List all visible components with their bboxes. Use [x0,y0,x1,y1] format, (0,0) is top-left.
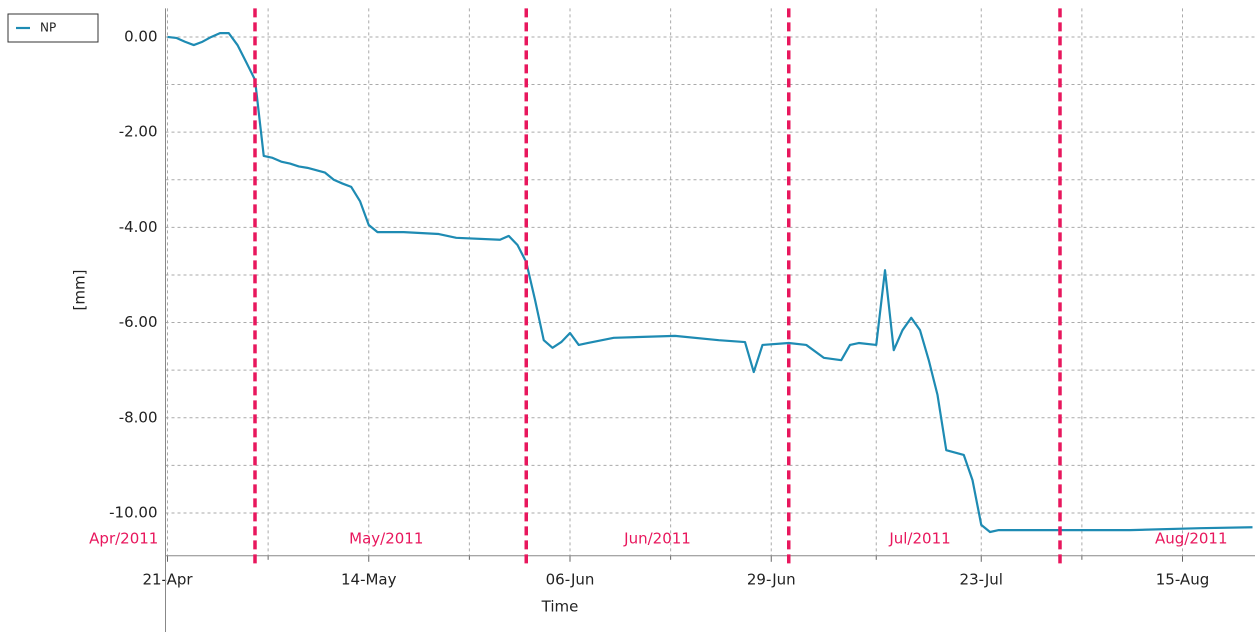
x-tick-label: 29-Jun [747,570,796,588]
month-label: May/2011 [349,529,423,547]
x-tick-label: 14-May [341,570,397,588]
y-tick-label: -6.00 [119,313,158,331]
month-label: Apr/2011 [89,529,158,547]
y-tick-label: 0.00 [124,27,157,45]
month-label: Jun/2011 [623,529,691,547]
y-tick-label: -2.00 [119,123,158,141]
y-tick-label: -4.00 [119,218,158,236]
y-axis-label: [mm] [71,270,89,311]
y-tick-label: -10.00 [109,503,157,521]
y-tick-label: -8.00 [119,408,158,426]
x-tick-label: 23-Jul [960,570,1003,588]
x-tick-label: 15-Aug [1156,570,1209,588]
month-label: Jul/2011 [888,529,950,547]
x-tick-label: 06-Jun [546,570,595,588]
data-line [167,32,1253,534]
legend-label: NP [40,21,56,35]
month-label: Aug/2011 [1155,529,1228,547]
x-axis-label: Time [541,598,579,616]
x-tick-label: 21-Apr [142,570,193,588]
